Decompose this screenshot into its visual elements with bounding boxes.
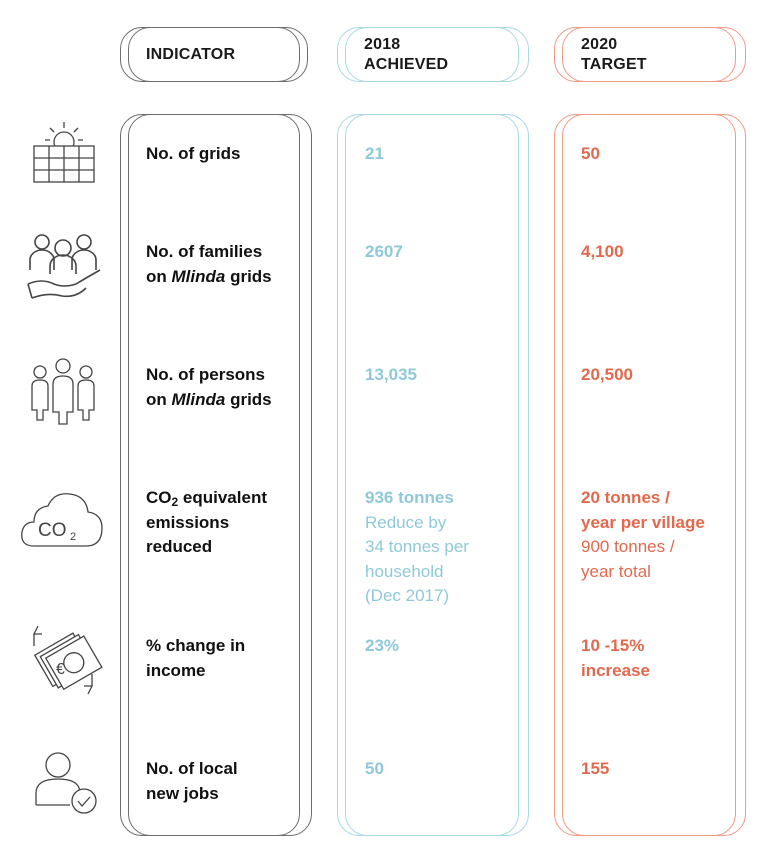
indicator-co2: CO2 equivalent emissions reduced xyxy=(146,488,267,556)
target-header-frame xyxy=(562,27,736,82)
achieved-grids: 21 xyxy=(365,144,384,163)
target-header-label: TARGET xyxy=(581,56,647,73)
achieved-header-label: ACHIEVED xyxy=(364,56,449,73)
target-header-year: 2020 xyxy=(581,36,618,53)
people-group-icon xyxy=(18,350,108,430)
achieved-persons: 13,035 xyxy=(365,365,417,384)
co2-icon-sub: 2 xyxy=(70,531,76,543)
target-co2: 20 tonnes / year per village 900 tonnes … xyxy=(581,486,751,584)
solar-panel-icon xyxy=(18,118,108,198)
achieved-header: 2018 ACHIEVED xyxy=(364,35,448,75)
target-column-frame xyxy=(562,114,736,836)
target-co2-note-2: year total xyxy=(581,561,651,581)
target-co2-value-2: year per village xyxy=(581,512,705,532)
co2-cloud-icon: CO 2 xyxy=(18,482,108,562)
target-families: 4,100 xyxy=(581,242,624,261)
achieved-co2-note-4: (Dec 2017) xyxy=(365,586,450,605)
indicator-header-frame xyxy=(128,27,300,82)
target-grids: 50 xyxy=(581,144,600,163)
achieved-co2: 936 tonnes Reduce by 34 tonnes per house… xyxy=(365,486,515,609)
co2-icon-text: CO xyxy=(38,520,67,541)
achieved-header-year: 2018 xyxy=(364,36,401,53)
target-co2-note-1: 900 tonnes / xyxy=(581,537,675,556)
indicator-grids: No. of grids xyxy=(146,144,241,163)
indicator-persons: No. of persons on Mlinda grids xyxy=(146,365,272,409)
svg-text:€: € xyxy=(56,661,65,678)
achieved-co2-note-2: 34 tonnes per xyxy=(365,537,469,556)
achieved-jobs: 50 xyxy=(365,759,384,778)
achieved-co2-note-1: Reduce by xyxy=(365,512,447,532)
target-jobs: 155 xyxy=(581,759,610,778)
target-co2-value-1: 20 tonnes / xyxy=(581,488,670,507)
euro-money-exchange-icon: € xyxy=(18,622,108,702)
achieved-families: 2607 xyxy=(365,242,403,261)
target-persons: 20,500 xyxy=(581,365,633,384)
indicator-header: INDICATOR xyxy=(146,46,236,63)
indicator-income: % change in income xyxy=(146,636,246,680)
target-header: 2020 TARGET xyxy=(581,35,647,75)
indicator-column-frame xyxy=(128,114,300,836)
achieved-co2-value: 936 tonnes xyxy=(365,488,454,507)
indicator-jobs: No. of local new jobs xyxy=(146,759,238,803)
achieved-co2-note-3: household xyxy=(365,561,444,581)
achieved-income: 23% xyxy=(365,636,400,655)
indicator-families: No. of families on Mlinda grids xyxy=(146,242,272,286)
target-income: 10 -15% increase xyxy=(581,636,650,680)
families-hand-icon xyxy=(18,228,108,308)
achieved-column-frame xyxy=(345,114,519,836)
achieved-header-frame xyxy=(345,27,519,82)
user-check-icon xyxy=(18,745,108,825)
